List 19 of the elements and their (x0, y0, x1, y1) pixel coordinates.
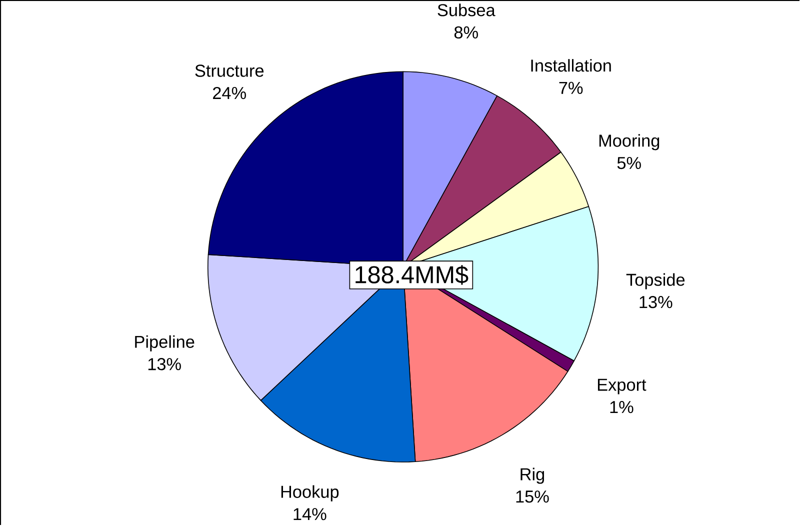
data-label: 8% (454, 26, 478, 39)
slice-label: Pipeline (135, 336, 194, 352)
slice-label: Rig (520, 468, 544, 484)
slice-label: Topside (626, 273, 685, 290)
data-label: 13% (640, 296, 672, 308)
slice-label: Structure (195, 64, 264, 78)
text: 188.4MM$ (356, 265, 468, 286)
data-label: 14% (294, 508, 326, 520)
slice-label: Hookup (281, 486, 339, 502)
data-label: 15% (516, 490, 549, 503)
slice-label: Subsea (438, 4, 496, 16)
slice-label: Export (598, 379, 646, 395)
slice-label: Mooring (599, 134, 660, 150)
data-label: 5% (617, 157, 641, 170)
data-label: 1% (610, 401, 634, 414)
data-label: 24% (213, 87, 246, 100)
data-label: 13% (148, 358, 181, 370)
data-label: 7% (559, 82, 583, 94)
slice-label: Installation (531, 59, 611, 72)
